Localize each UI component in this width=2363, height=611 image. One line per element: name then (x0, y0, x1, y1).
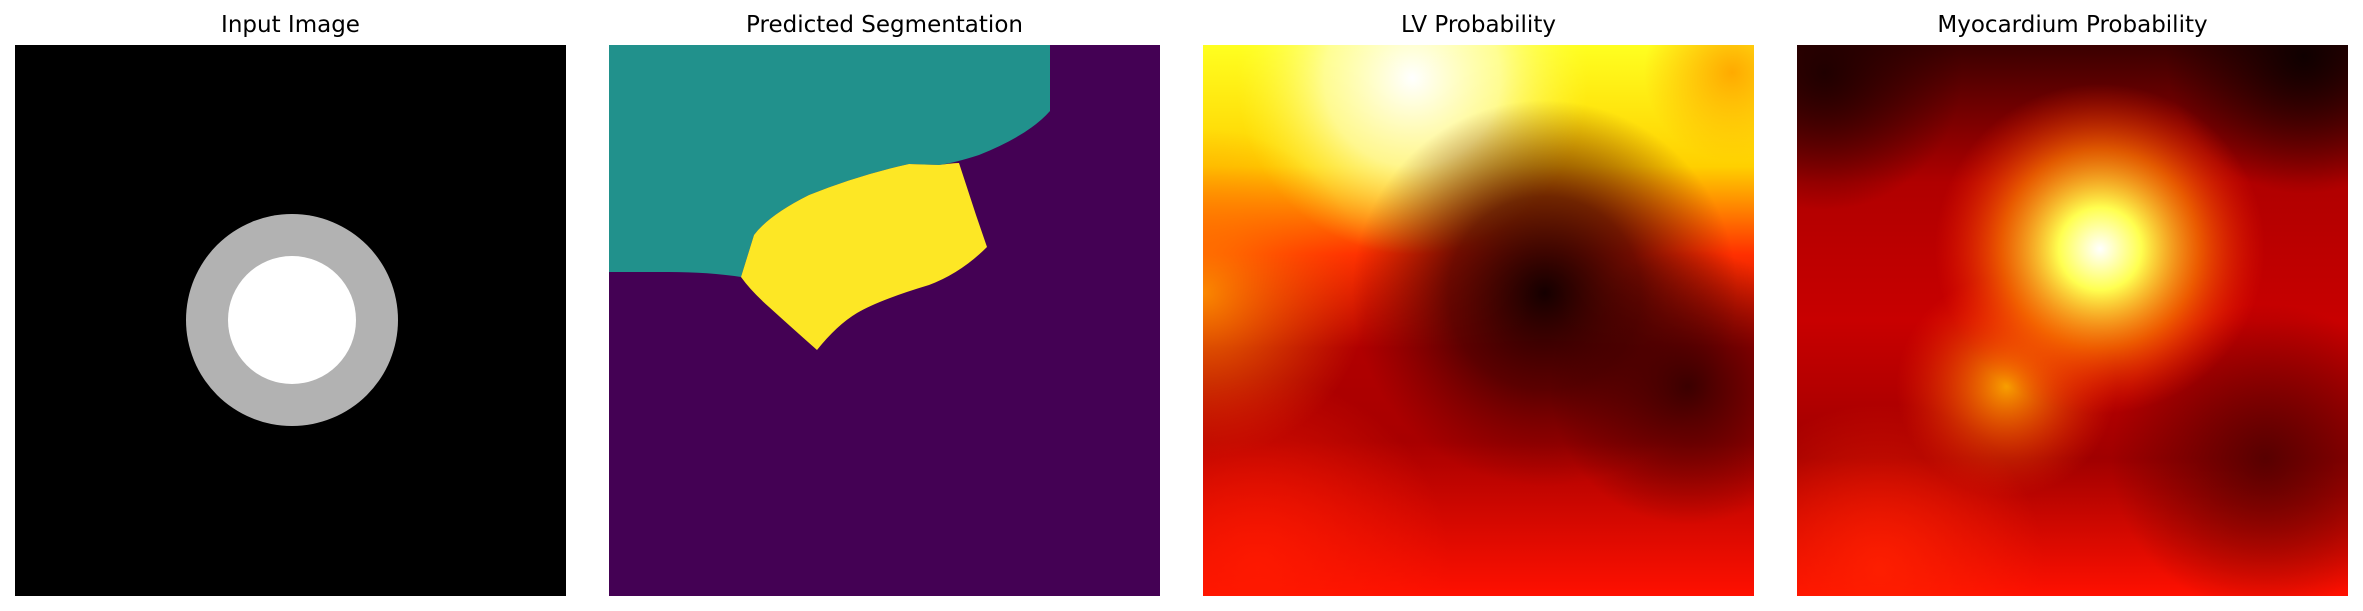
predicted-segmentation-image (609, 45, 1160, 596)
panel-title-lv-probability: LV Probability (1401, 12, 1556, 38)
panel-title-input-image: Input Image (221, 12, 360, 38)
panel-input-image: Input Image (15, 0, 566, 611)
panel-myocardium-probability: Myocardium Probability (1797, 0, 2348, 611)
panel-predicted-segmentation: Predicted Segmentation (609, 0, 1160, 611)
panel-title-predicted-segmentation: Predicted Segmentation (746, 12, 1023, 38)
myocardium-probability-heatmap (1797, 45, 2348, 596)
lv-probability-heatmap (1203, 45, 1754, 596)
panel-title-myocardium-probability: Myocardium Probability (1937, 12, 2208, 38)
panel-lv-probability: LV Probability (1203, 0, 1754, 611)
input-image (15, 45, 566, 596)
